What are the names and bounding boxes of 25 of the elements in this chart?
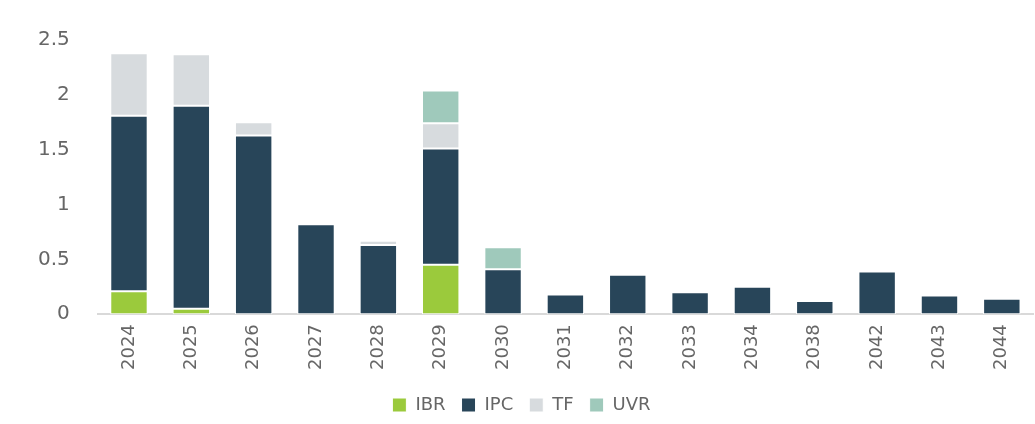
y-tick-label: 1 (57, 190, 70, 215)
x-tick-label: 2025 (179, 324, 200, 370)
y-tick-label: 0 (57, 300, 70, 325)
legend-label: UVR (612, 392, 651, 414)
y-tick-label: 2 (57, 81, 70, 106)
x-tick-label: 2033 (677, 324, 699, 370)
x-tick-label: 2044 (989, 324, 1011, 370)
x-tick-label: 2042 (864, 324, 886, 370)
legend-label: IBR (415, 392, 446, 414)
x-tick-label: 2028 (366, 324, 388, 370)
x-tick-label: 2034 (740, 324, 762, 370)
legend-label: IPC (484, 392, 514, 414)
x-tick-label: 2031 (553, 324, 575, 370)
legend-label: TF (551, 392, 574, 414)
x-tick-label: 2024 (116, 324, 138, 370)
x-tick-label: 2043 (927, 324, 949, 370)
x-tick-label: 2032 (615, 324, 637, 370)
x-tick-label: 2026 (241, 324, 263, 370)
y-tick-label: 2.5 (37, 26, 70, 51)
x-tick-label: 2029 (428, 324, 450, 370)
x-tick-label: 2030 (490, 324, 512, 370)
x-tick-label: 2027 (303, 324, 325, 370)
x-tick-label: 2038 (802, 324, 824, 370)
y-tick-label: 1.5 (37, 135, 70, 160)
y-tick-label: 0.5 (37, 245, 70, 270)
